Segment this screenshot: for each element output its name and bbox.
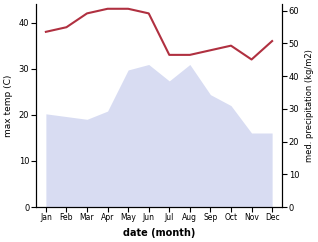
X-axis label: date (month): date (month) [123, 228, 195, 238]
Y-axis label: med. precipitation (kg/m2): med. precipitation (kg/m2) [305, 49, 314, 162]
Y-axis label: max temp (C): max temp (C) [4, 74, 13, 137]
